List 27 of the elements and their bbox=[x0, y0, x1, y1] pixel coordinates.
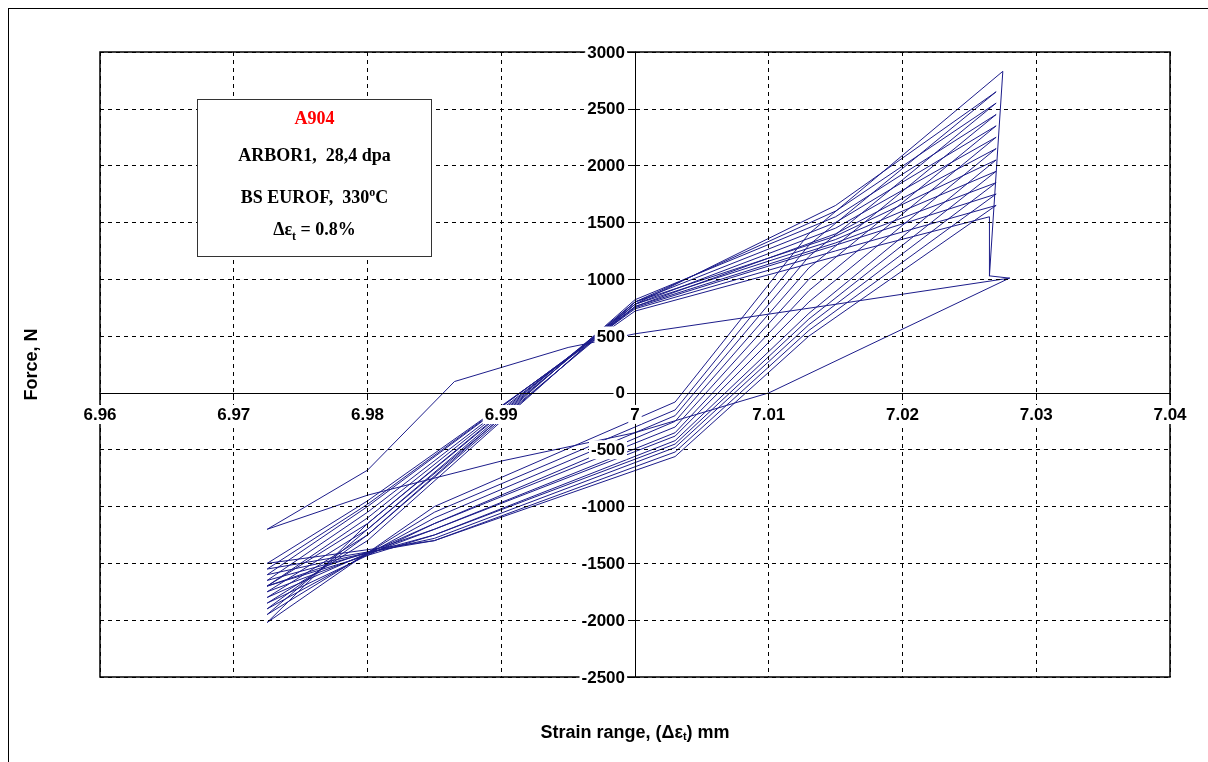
y-tick-label: 0 bbox=[615, 383, 625, 403]
y-tick-label: -500 bbox=[590, 440, 625, 460]
x-tick-label: 7.04 bbox=[1153, 404, 1188, 424]
x-tick-label: 7 bbox=[630, 404, 640, 424]
y-tick-label: 500 bbox=[596, 326, 625, 346]
y-tick-label: 2000 bbox=[587, 156, 625, 176]
x-tick-label: 7.02 bbox=[885, 404, 920, 424]
annotation: ARBOR1, 28,4 dpa bbox=[237, 144, 392, 167]
x-tick-label: 6.96 bbox=[83, 404, 117, 424]
x-tick-label: 6.98 bbox=[350, 404, 385, 424]
x-tick-label: 7.01 bbox=[752, 404, 786, 424]
y-tick-label: -2500 bbox=[581, 667, 625, 687]
y-tick-label: 1000 bbox=[587, 269, 625, 289]
y-axis-title: Force, N bbox=[21, 328, 41, 401]
annotation: Δε$_{t}$ = 0.8% bbox=[272, 218, 357, 245]
annotation: A904 bbox=[293, 107, 336, 130]
y-tick-label: -1500 bbox=[581, 553, 625, 573]
annotation: BS EUROF, 330$^{o}$C bbox=[239, 184, 390, 209]
x-tick-label: 6.99 bbox=[484, 404, 518, 424]
x-tick-label: 7.03 bbox=[1019, 404, 1053, 424]
y-tick-label: 3000 bbox=[587, 42, 625, 62]
y-tick-label: -1000 bbox=[581, 497, 625, 517]
y-tick-label: -2000 bbox=[581, 610, 625, 630]
y-tick-label: 2500 bbox=[587, 99, 625, 119]
x-tick-label: 6.97 bbox=[217, 404, 251, 424]
y-tick-label: 1500 bbox=[587, 212, 625, 232]
x-axis-title: Strain range, (Δεt) mm bbox=[540, 721, 730, 742]
